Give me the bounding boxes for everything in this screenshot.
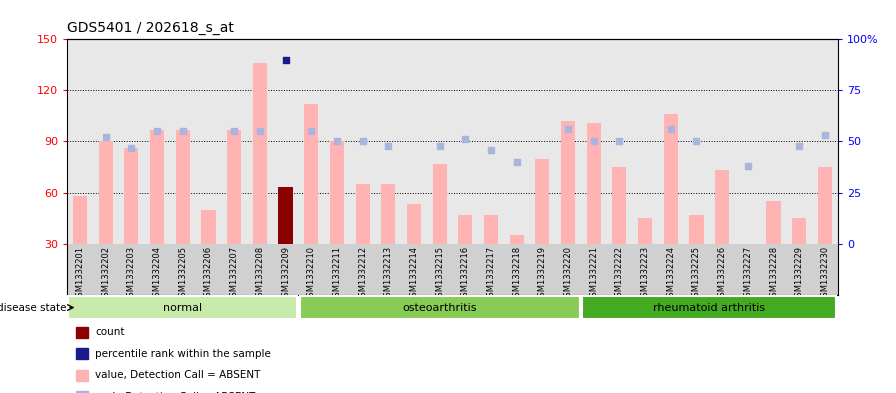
Bar <box>150 130 164 244</box>
Bar <box>561 121 575 244</box>
Bar <box>484 215 498 244</box>
Text: value, Detection Call = ABSENT: value, Detection Call = ABSENT <box>95 370 261 380</box>
Point <box>792 142 806 149</box>
Text: GSM1332220: GSM1332220 <box>564 246 573 302</box>
Text: GSM1332203: GSM1332203 <box>127 246 136 302</box>
Text: osteoarthritis: osteoarthritis <box>402 303 477 312</box>
Text: GSM1332216: GSM1332216 <box>461 246 470 302</box>
Bar <box>356 184 370 244</box>
Text: GSM1332205: GSM1332205 <box>178 246 187 302</box>
Text: GSM1332215: GSM1332215 <box>435 246 444 302</box>
Text: GSM1332209: GSM1332209 <box>281 246 290 302</box>
Text: percentile rank within the sample: percentile rank within the sample <box>95 349 271 359</box>
Bar <box>176 130 190 244</box>
Text: count: count <box>95 327 125 337</box>
FancyBboxPatch shape <box>68 296 297 319</box>
Bar <box>73 196 87 244</box>
Bar <box>818 167 832 244</box>
Text: GSM1332202: GSM1332202 <box>101 246 110 302</box>
Text: GSM1332230: GSM1332230 <box>821 246 830 302</box>
Text: GSM1332219: GSM1332219 <box>538 246 547 302</box>
Point <box>741 163 755 169</box>
Text: GSM1332214: GSM1332214 <box>409 246 418 302</box>
Bar <box>689 215 703 244</box>
Point <box>664 126 678 132</box>
Text: GSM1332222: GSM1332222 <box>615 246 624 302</box>
Point <box>150 128 164 134</box>
Bar <box>715 171 729 244</box>
Text: normal: normal <box>163 303 202 312</box>
Text: GSM1332217: GSM1332217 <box>487 246 495 302</box>
Point <box>227 128 241 134</box>
Text: GSM1332225: GSM1332225 <box>692 246 701 302</box>
Text: GSM1332223: GSM1332223 <box>641 246 650 302</box>
Bar <box>227 130 241 244</box>
Point <box>433 142 447 149</box>
Text: rank, Detection Call = ABSENT: rank, Detection Call = ABSENT <box>95 392 255 393</box>
Bar <box>766 201 780 244</box>
Text: GSM1332218: GSM1332218 <box>513 246 521 302</box>
Bar <box>381 184 395 244</box>
Point <box>484 147 498 153</box>
FancyBboxPatch shape <box>299 296 580 319</box>
Point <box>279 57 293 63</box>
Text: GSM1332204: GSM1332204 <box>152 246 161 302</box>
Bar <box>253 63 267 244</box>
Bar <box>330 141 344 244</box>
Text: GDS5401 / 202618_s_at: GDS5401 / 202618_s_at <box>67 22 234 35</box>
Text: GSM1332206: GSM1332206 <box>204 246 213 302</box>
Bar <box>535 158 549 244</box>
Bar <box>638 218 652 244</box>
Bar <box>510 235 524 244</box>
Text: GSM1332213: GSM1332213 <box>383 246 392 302</box>
Bar <box>304 104 318 244</box>
Point <box>381 142 395 149</box>
Bar <box>664 114 678 244</box>
Text: GSM1332229: GSM1332229 <box>795 246 804 302</box>
Text: GSM1332201: GSM1332201 <box>75 246 84 302</box>
Point <box>253 128 267 134</box>
Text: GSM1332221: GSM1332221 <box>590 246 599 302</box>
Point <box>356 138 370 145</box>
Text: rheumatoid arthritis: rheumatoid arthritis <box>653 303 765 312</box>
Point <box>587 138 601 145</box>
Point <box>561 126 575 132</box>
Bar <box>407 204 421 244</box>
Text: GSM1332208: GSM1332208 <box>255 246 264 302</box>
Point <box>818 132 832 138</box>
Bar <box>587 123 601 244</box>
Text: GSM1332227: GSM1332227 <box>744 246 753 302</box>
Text: GSM1332210: GSM1332210 <box>306 246 315 302</box>
FancyBboxPatch shape <box>582 296 837 319</box>
Bar <box>458 215 472 244</box>
Bar <box>792 218 806 244</box>
Text: GSM1332212: GSM1332212 <box>358 246 367 302</box>
Text: GSM1332228: GSM1332228 <box>769 246 778 302</box>
Point <box>458 136 472 143</box>
Point <box>176 128 190 134</box>
Bar <box>125 148 139 244</box>
Point <box>612 138 626 145</box>
Point <box>304 128 318 134</box>
Bar <box>202 209 216 244</box>
Bar <box>99 141 113 244</box>
Point <box>330 138 344 145</box>
Text: GSM1332224: GSM1332224 <box>667 246 676 302</box>
Text: disease state: disease state <box>0 303 66 312</box>
Text: GSM1332211: GSM1332211 <box>332 246 341 302</box>
Point <box>510 159 524 165</box>
Point <box>689 138 703 145</box>
Text: GSM1332226: GSM1332226 <box>718 246 727 302</box>
Bar <box>612 167 626 244</box>
Bar <box>279 187 293 244</box>
Point <box>99 134 113 141</box>
Text: GSM1332207: GSM1332207 <box>229 246 238 302</box>
Point <box>125 145 139 151</box>
Bar <box>433 163 447 244</box>
